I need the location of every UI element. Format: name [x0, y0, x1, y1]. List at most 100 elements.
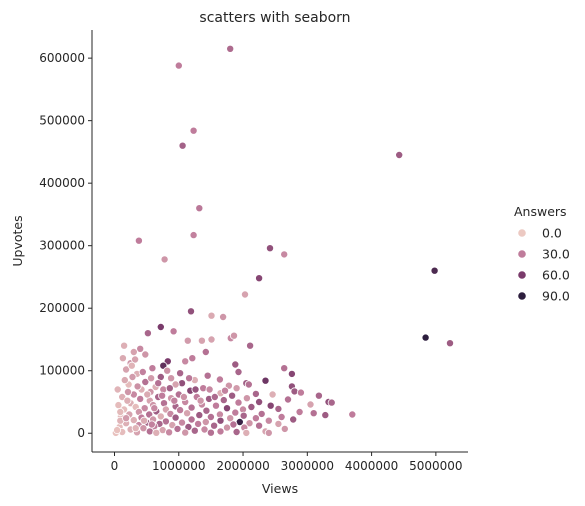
scatter-point [138, 367, 147, 376]
scatter-point [191, 385, 200, 394]
scatter-point [244, 380, 253, 389]
scatter-point [219, 312, 228, 321]
legend-marker [517, 249, 527, 259]
scatter-point [124, 387, 133, 396]
legend-title: Answers [514, 204, 567, 219]
scatter-point [255, 274, 264, 283]
scatter-point [113, 426, 122, 435]
scatter-point [226, 414, 235, 423]
scatter-point [181, 428, 190, 437]
y-axis-ticks: 0 100000 200000 300000 400000 500000 600000 [39, 51, 92, 440]
scatter-point [140, 404, 149, 413]
scatter-point [242, 428, 251, 437]
scatter-point [174, 61, 183, 70]
scatter-point [170, 396, 179, 405]
scatter-point [211, 401, 220, 410]
legend-label: 30.0 [542, 247, 570, 262]
x-tick-label: 1000000 [152, 459, 205, 473]
scatter-point [445, 339, 454, 348]
scatter-point [199, 384, 208, 393]
scatter-point [147, 420, 156, 429]
scatter-point [179, 392, 188, 401]
scatter-point [145, 427, 154, 436]
scatter-point [264, 428, 273, 437]
scatter-point [129, 347, 138, 356]
scatter-point [295, 407, 304, 416]
scatter-point [210, 392, 219, 401]
scatter-point [314, 391, 323, 400]
y-tick-label: 400000 [39, 176, 85, 190]
y-tick-label: 300000 [39, 239, 85, 253]
x-axis-label: Views [262, 481, 298, 496]
scatter-point [287, 369, 296, 378]
y-axis-label: Upvotes [10, 215, 25, 266]
scatter-point [183, 409, 192, 418]
scatter-point [306, 400, 315, 409]
scatter-point [129, 416, 138, 425]
scatter-point [215, 375, 224, 384]
scatter-point [183, 336, 192, 345]
legend-marker [517, 270, 527, 280]
scatter-point [207, 311, 216, 320]
x-tick-label: 5000000 [409, 459, 462, 473]
scatter-point [202, 406, 211, 415]
scatter-point [189, 126, 198, 135]
x-axis-ticks: 0 1000000 2000000 3000000 4000000 5000000 [111, 452, 463, 473]
scatter-point [165, 428, 174, 437]
scatter-point [229, 331, 238, 340]
scatter-point [118, 354, 127, 363]
scatter-point [257, 409, 266, 418]
scatter-point [177, 379, 186, 388]
scatter-point [141, 377, 150, 386]
scatter-point [280, 364, 289, 373]
scatter-point [148, 364, 157, 373]
scatter-point [232, 384, 241, 393]
scatter-point [120, 341, 129, 350]
scatter-point [216, 427, 225, 436]
scatter-point [187, 403, 196, 412]
scatter-point [190, 426, 199, 435]
scatter-point [163, 366, 172, 375]
scatter-point [231, 408, 240, 417]
scatter-point [239, 411, 248, 420]
scatter-point [177, 418, 186, 427]
y-tick-label: 600000 [39, 51, 85, 65]
scatter-point [152, 428, 161, 437]
scatter-point [245, 419, 254, 428]
scatter-point [222, 423, 231, 432]
scatter-point [265, 244, 274, 253]
scatter-point [261, 376, 270, 385]
legend-label: 60.0 [542, 268, 570, 283]
scatter-point [122, 414, 131, 423]
scatter-point [280, 424, 289, 433]
scatter-point [255, 421, 264, 430]
scatter-point [196, 396, 205, 405]
scatter-point [160, 255, 169, 264]
scatter-point [216, 416, 225, 425]
scatter-point [430, 266, 439, 275]
scatter-point [268, 390, 277, 399]
scatter-point [206, 412, 215, 421]
scatter-point [120, 376, 129, 385]
scatter-point [171, 380, 180, 389]
scatter-point [150, 404, 159, 413]
scatter-point [348, 410, 357, 419]
scatter-point [176, 406, 185, 415]
x-tick-label: 4000000 [345, 459, 398, 473]
scatter-point [207, 335, 216, 344]
scatter-point [280, 250, 289, 259]
scatter-point [167, 374, 176, 383]
scatter-point [226, 44, 235, 53]
scatter-point [277, 412, 286, 421]
scatter-point [127, 361, 136, 370]
scatter-point [395, 150, 404, 159]
scatter-point [147, 374, 156, 383]
scatter-point [156, 322, 165, 331]
scatter-point [133, 382, 142, 391]
scatter-point [123, 396, 132, 405]
scatter-point [251, 389, 260, 398]
scatter-point [229, 420, 238, 429]
scatter-point [201, 347, 210, 356]
scatter-point [251, 414, 260, 423]
scatter-point [188, 354, 197, 363]
